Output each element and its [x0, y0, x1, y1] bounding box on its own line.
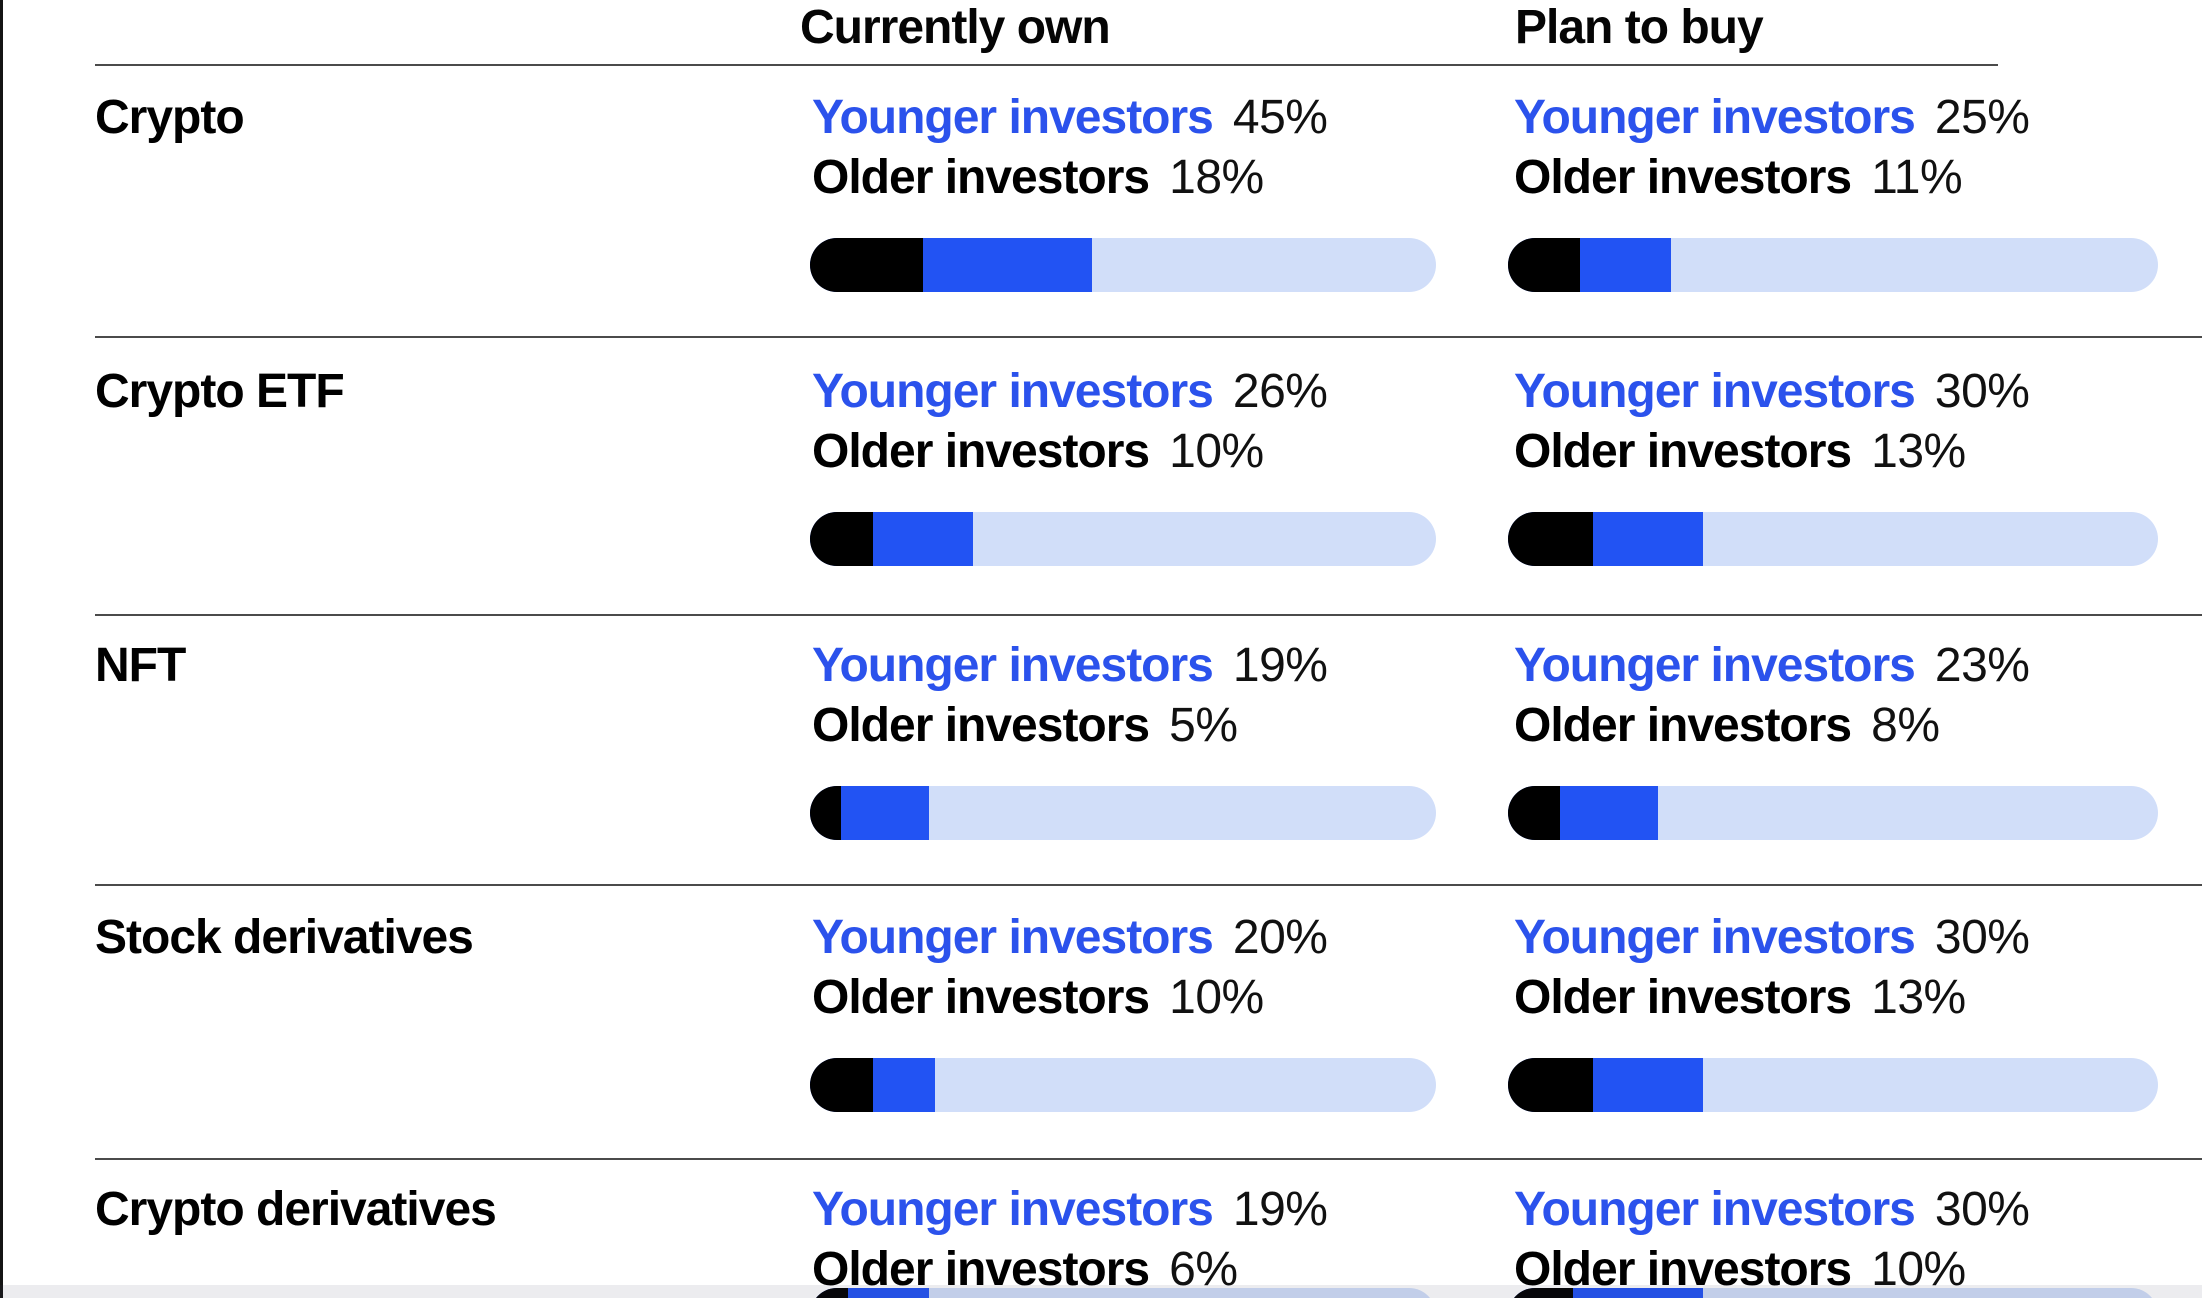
left-border-line — [0, 0, 3, 1298]
younger-value: 30% — [1934, 365, 2030, 418]
row-divider — [95, 884, 2202, 886]
cell-currently-own: Younger investors 26% Older investors 10… — [810, 362, 1436, 566]
ownership-bar — [1508, 238, 2158, 292]
older-investors-label: Older investors — [1514, 151, 1852, 204]
bar-older-segment — [1508, 1058, 1593, 1112]
column-header-currently-own: Currently own — [800, 1, 1111, 54]
screenshot-bottom-shadow — [0, 1285, 2202, 1298]
younger-investors-label: Younger investors — [1514, 91, 1916, 144]
bar-older-segment — [810, 1058, 873, 1112]
younger-value: 19% — [1232, 1183, 1328, 1236]
older-value: 8% — [1871, 699, 1940, 752]
older-value: 13% — [1871, 971, 1966, 1024]
bar-older-segment — [810, 238, 923, 292]
cell-currently-own: Younger investors 20% Older investors 10… — [810, 908, 1436, 1112]
bar-older-segment — [810, 512, 873, 566]
younger-investors-label: Younger investors — [1514, 1183, 1916, 1236]
older-value: 6% — [1169, 1243, 1238, 1296]
ownership-bar — [810, 512, 1436, 566]
older-value: 5% — [1169, 699, 1238, 752]
category-label: Crypto — [95, 91, 245, 144]
cell-currently-own: Younger investors 19% Older investors 5% — [810, 636, 1436, 840]
cell-plan-to-buy: Younger investors 30% Older investors 13… — [1508, 908, 2158, 1112]
younger-investors-label: Younger investors — [812, 365, 1214, 418]
younger-value: 30% — [1934, 911, 2030, 964]
older-value: 13% — [1871, 425, 1966, 478]
older-investors-label: Older investors — [812, 151, 1150, 204]
older-investors-label: Older investors — [1514, 425, 1852, 478]
ownership-bar — [810, 786, 1436, 840]
older-investors-label: Older investors — [812, 1243, 1150, 1296]
ownership-bar — [810, 1058, 1436, 1112]
ownership-bar — [810, 238, 1436, 292]
bar-older-segment — [810, 1288, 848, 1298]
younger-value: 20% — [1232, 911, 1328, 964]
category-label: Stock derivatives — [95, 911, 474, 964]
older-investors-label: Older investors — [812, 425, 1150, 478]
bar-younger-segment — [810, 1288, 929, 1298]
younger-value: 26% — [1232, 365, 1328, 418]
younger-value: 19% — [1232, 639, 1328, 692]
cell-plan-to-buy: Younger investors 30% Older investors 10… — [1508, 1180, 2158, 1298]
cell-plan-to-buy: Younger investors 30% Older investors 13… — [1508, 362, 2158, 566]
ownership-bar — [1508, 1288, 2158, 1298]
older-value: 10% — [1169, 425, 1264, 478]
column-header-plan-to-buy: Plan to buy — [1515, 1, 1764, 54]
category-label: Crypto ETF — [95, 365, 345, 418]
older-value: 10% — [1169, 971, 1264, 1024]
category-label: NFT — [95, 639, 186, 692]
younger-value: 30% — [1934, 1183, 2030, 1236]
bar-older-segment — [1508, 238, 1580, 292]
bar-older-segment — [1508, 786, 1560, 840]
older-investors-label: Older investors — [1514, 971, 1852, 1024]
ownership-bar — [1508, 786, 2158, 840]
older-investors-label: Older investors — [812, 971, 1150, 1024]
older-investors-label: Older investors — [1514, 699, 1852, 752]
younger-value: 25% — [1934, 91, 2030, 144]
bar-older-segment — [1508, 512, 1593, 566]
cell-plan-to-buy: Younger investors 25% Older investors 11… — [1508, 88, 2158, 292]
younger-value: 45% — [1232, 91, 1328, 144]
cell-currently-own: Younger investors 19% Older investors 6% — [810, 1180, 1436, 1298]
younger-investors-label: Younger investors — [812, 911, 1214, 964]
older-value: 11% — [1871, 151, 1963, 204]
bar-older-segment — [1508, 1288, 1573, 1298]
younger-investors-label: Younger investors — [1514, 639, 1916, 692]
older-value: 10% — [1871, 1243, 1966, 1296]
row-divider — [95, 1158, 2202, 1160]
older-investors-label: Older investors — [812, 699, 1150, 752]
bar-younger-segment — [1508, 1288, 1703, 1298]
younger-investors-label: Younger investors — [812, 639, 1214, 692]
younger-investors-label: Younger investors — [812, 91, 1214, 144]
cell-currently-own: Younger investors 45% Older investors 18… — [810, 88, 1436, 292]
younger-investors-label: Younger investors — [1514, 911, 1916, 964]
row-divider — [95, 336, 2202, 338]
younger-investors-label: Younger investors — [812, 1183, 1214, 1236]
bar-older-segment — [810, 786, 842, 840]
ownership-bar — [1508, 1058, 2158, 1112]
younger-value: 23% — [1934, 639, 2030, 692]
younger-investors-label: Younger investors — [1514, 365, 1916, 418]
row-divider — [95, 614, 2202, 616]
older-value: 18% — [1169, 151, 1264, 204]
header-divider — [95, 64, 1998, 66]
ownership-bar — [810, 1288, 1436, 1298]
ownership-bar — [1508, 512, 2158, 566]
older-investors-label: Older investors — [1514, 1243, 1852, 1296]
cell-plan-to-buy: Younger investors 23% Older investors 8% — [1508, 636, 2158, 840]
category-label: Crypto derivatives — [95, 1183, 497, 1236]
